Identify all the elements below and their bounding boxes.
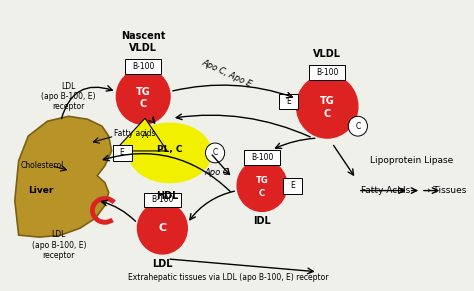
FancyBboxPatch shape	[112, 145, 132, 161]
Text: HDL: HDL	[156, 191, 178, 200]
Polygon shape	[15, 116, 111, 237]
Text: IDL: IDL	[253, 216, 271, 226]
FancyBboxPatch shape	[279, 93, 299, 109]
Text: C: C	[158, 223, 166, 233]
Text: C: C	[324, 109, 331, 119]
Text: C: C	[212, 148, 218, 157]
Text: A: A	[142, 131, 148, 140]
Text: Fatty acids: Fatty acids	[114, 129, 156, 138]
Circle shape	[117, 69, 170, 124]
Circle shape	[237, 160, 287, 211]
Text: PL, C: PL, C	[157, 146, 183, 155]
Text: Apo C: Apo C	[205, 168, 229, 177]
Text: E: E	[286, 97, 291, 106]
Text: Extrahepatic tissues via LDL (apo B-100, E) receptor: Extrahepatic tissues via LDL (apo B-100,…	[128, 273, 329, 282]
Text: Fatty Acids: Fatty Acids	[361, 186, 410, 195]
Circle shape	[206, 143, 225, 163]
Polygon shape	[114, 118, 167, 151]
Text: B-100: B-100	[251, 153, 273, 162]
Text: B-100: B-100	[132, 62, 155, 71]
Text: TG: TG	[136, 86, 151, 97]
FancyBboxPatch shape	[244, 150, 280, 165]
Text: LDL: LDL	[152, 259, 173, 269]
Ellipse shape	[129, 123, 211, 183]
Text: B-100: B-100	[151, 196, 173, 205]
Text: C: C	[259, 189, 265, 198]
Text: C: C	[355, 122, 360, 131]
FancyBboxPatch shape	[144, 193, 181, 207]
Text: Liver: Liver	[28, 186, 54, 195]
Circle shape	[137, 203, 187, 254]
Text: E: E	[290, 181, 295, 190]
Text: Lipoprotein Lipase: Lipoprotein Lipase	[370, 156, 454, 165]
FancyBboxPatch shape	[283, 178, 302, 194]
Text: LDL
(apo B-100, E)
receptor: LDL (apo B-100, E) receptor	[32, 230, 86, 260]
Text: Cholesterol: Cholesterol	[20, 161, 64, 170]
FancyBboxPatch shape	[125, 59, 162, 74]
Text: VLDL: VLDL	[313, 49, 341, 59]
Circle shape	[348, 116, 367, 136]
Text: Nascent
VLDL: Nascent VLDL	[121, 31, 165, 53]
Text: Apo C, Apo E: Apo C, Apo E	[200, 58, 253, 89]
FancyBboxPatch shape	[309, 65, 346, 80]
Text: C: C	[139, 100, 147, 109]
Text: → Tissues: → Tissues	[423, 186, 466, 195]
Text: TG: TG	[320, 96, 335, 107]
Text: E: E	[120, 148, 125, 157]
Text: B-100: B-100	[316, 68, 338, 77]
Text: LDL
(apo B-100, E)
receptor: LDL (apo B-100, E) receptor	[41, 81, 96, 111]
Circle shape	[297, 75, 358, 138]
Text: TG: TG	[255, 176, 268, 185]
